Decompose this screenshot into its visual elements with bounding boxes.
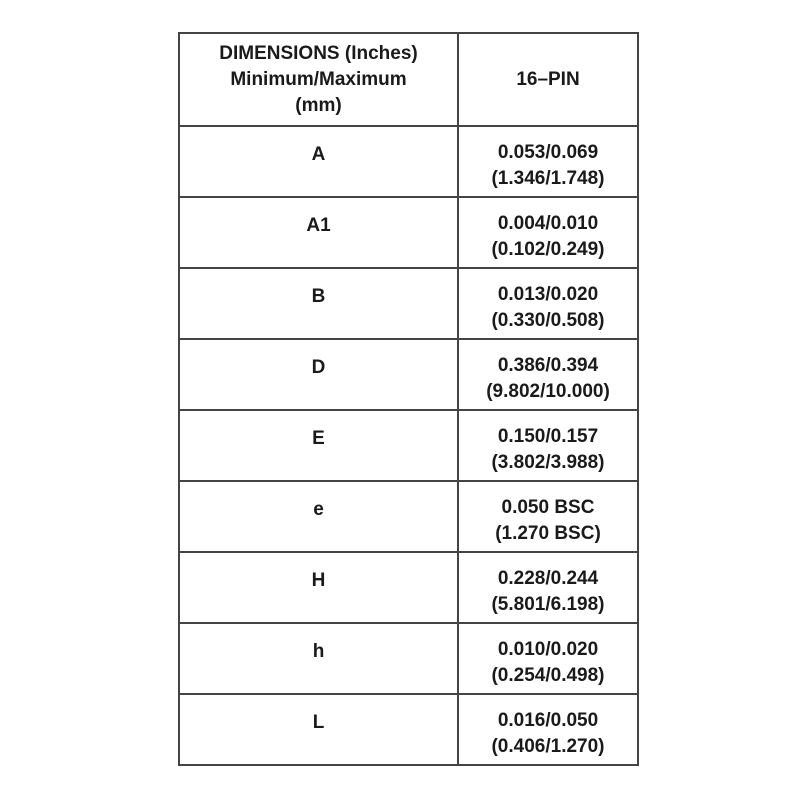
table-row: A1 0.004/0.010 (0.102/0.249) xyxy=(178,196,639,269)
dimension-value: 0.053/0.069 (1.346/1.748) xyxy=(457,125,639,198)
table-row: D 0.386/0.394 (9.802/10.000) xyxy=(178,338,639,411)
mm-value: (1.346/1.748) xyxy=(491,168,605,189)
table-row: h 0.010/0.020 (0.254/0.498) xyxy=(178,622,639,695)
dimensions-header: DIMENSIONS (Inches) Minimum/Maximum (mm) xyxy=(178,32,459,127)
inches-value: 0.050 BSC xyxy=(501,497,595,518)
dimensions-table: DIMENSIONS (Inches) Minimum/Maximum (mm)… xyxy=(178,32,639,766)
inches-value: 0.228/0.244 xyxy=(497,568,599,589)
mm-value: (9.802/10.000) xyxy=(486,381,610,402)
inches-value: 0.053/0.069 xyxy=(497,142,599,163)
dimension-value: 0.004/0.010 (0.102/0.249) xyxy=(457,196,639,269)
dimension-value: 0.386/0.394 (9.802/10.000) xyxy=(457,338,639,411)
dimension-label: L xyxy=(178,693,459,766)
dimension-value: 0.150/0.157 (3.802/3.988) xyxy=(457,409,639,482)
inches-value: 0.004/0.010 xyxy=(497,213,599,234)
dimension-label: E xyxy=(178,409,459,482)
inches-value: 0.386/0.394 xyxy=(497,355,599,376)
dimension-label: h xyxy=(178,622,459,695)
dimension-value: 0.228/0.244 (5.801/6.198) xyxy=(457,551,639,624)
table-row: A 0.053/0.069 (1.346/1.748) xyxy=(178,125,639,198)
inches-value: 0.016/0.050 xyxy=(497,710,599,731)
mm-value: (0.254/0.498) xyxy=(491,665,605,686)
table-row: E 0.150/0.157 (3.802/3.988) xyxy=(178,409,639,482)
inches-value: 0.150/0.157 xyxy=(497,426,599,447)
table-row: L 0.016/0.050 (0.406/1.270) xyxy=(178,693,639,766)
header-line: (mm) xyxy=(295,94,342,116)
package-header: 16–PIN xyxy=(457,32,639,127)
dimension-label: B xyxy=(178,267,459,340)
inches-value: 0.010/0.020 xyxy=(497,639,599,660)
mm-value: (0.330/0.508) xyxy=(491,310,605,331)
dimension-label: D xyxy=(178,338,459,411)
mm-value: (1.270 BSC) xyxy=(495,523,601,544)
dimension-value: 0.016/0.050 (0.406/1.270) xyxy=(457,693,639,766)
dimension-label: H xyxy=(178,551,459,624)
table-row: H 0.228/0.244 (5.801/6.198) xyxy=(178,551,639,624)
table-row: B 0.013/0.020 (0.330/0.508) xyxy=(178,267,639,340)
mm-value: (3.802/3.988) xyxy=(491,452,605,473)
inches-value: 0.013/0.020 xyxy=(497,284,599,305)
mm-value: (0.406/1.270) xyxy=(491,736,605,757)
dimension-label: A xyxy=(178,125,459,198)
header-line: DIMENSIONS (Inches) xyxy=(219,42,418,64)
dimension-label: A1 xyxy=(178,196,459,269)
dimension-label: e xyxy=(178,480,459,553)
table-row: e 0.050 BSC (1.270 BSC) xyxy=(178,480,639,553)
header-line: Minimum/Maximum xyxy=(230,68,407,90)
mm-value: (0.102/0.249) xyxy=(491,239,605,260)
mm-value: (5.801/6.198) xyxy=(491,594,605,615)
header-row: DIMENSIONS (Inches) Minimum/Maximum (mm)… xyxy=(178,32,639,127)
dimension-value: 0.050 BSC (1.270 BSC) xyxy=(457,480,639,553)
dimension-value: 0.010/0.020 (0.254/0.498) xyxy=(457,622,639,695)
dimension-value: 0.013/0.020 (0.330/0.508) xyxy=(457,267,639,340)
